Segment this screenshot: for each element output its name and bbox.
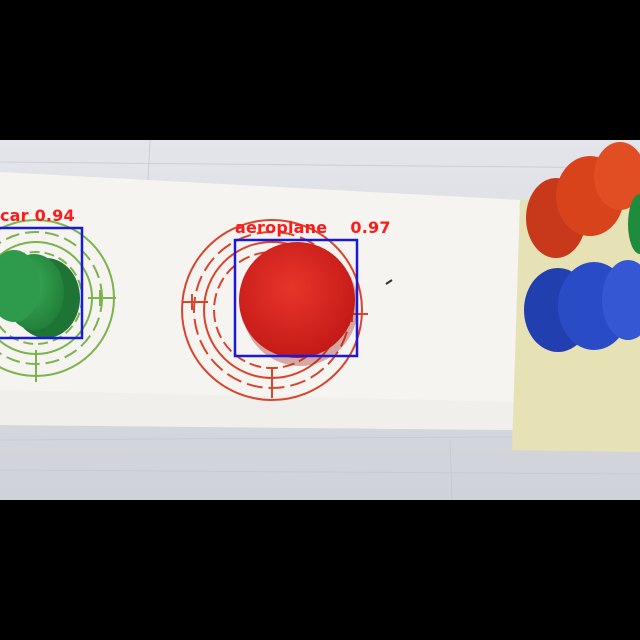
detection-label-car: car 0.94 <box>0 206 75 225</box>
detection-score-car: 0.94 <box>34 206 75 225</box>
detection-class-car: car <box>0 206 29 225</box>
camera-frame: car 0.94 aeroplane 0.97 <box>0 140 640 500</box>
orange-block-stack <box>526 142 640 258</box>
detection-box-aeroplane <box>233 238 359 358</box>
detection-class-aeroplane: aeroplane <box>235 218 328 237</box>
scene-drawing <box>0 140 640 500</box>
detection-label-aeroplane: aeroplane 0.97 <box>235 218 391 237</box>
green-block <box>0 250 80 338</box>
letterbox-bottom <box>0 500 640 640</box>
letterbox-top <box>0 0 640 140</box>
detection-box-car <box>0 226 84 340</box>
pen-mark <box>385 279 393 285</box>
blue-block-stack <box>524 260 640 352</box>
red-block <box>239 242 358 366</box>
detection-score-aeroplane: 0.97 <box>350 218 391 237</box>
